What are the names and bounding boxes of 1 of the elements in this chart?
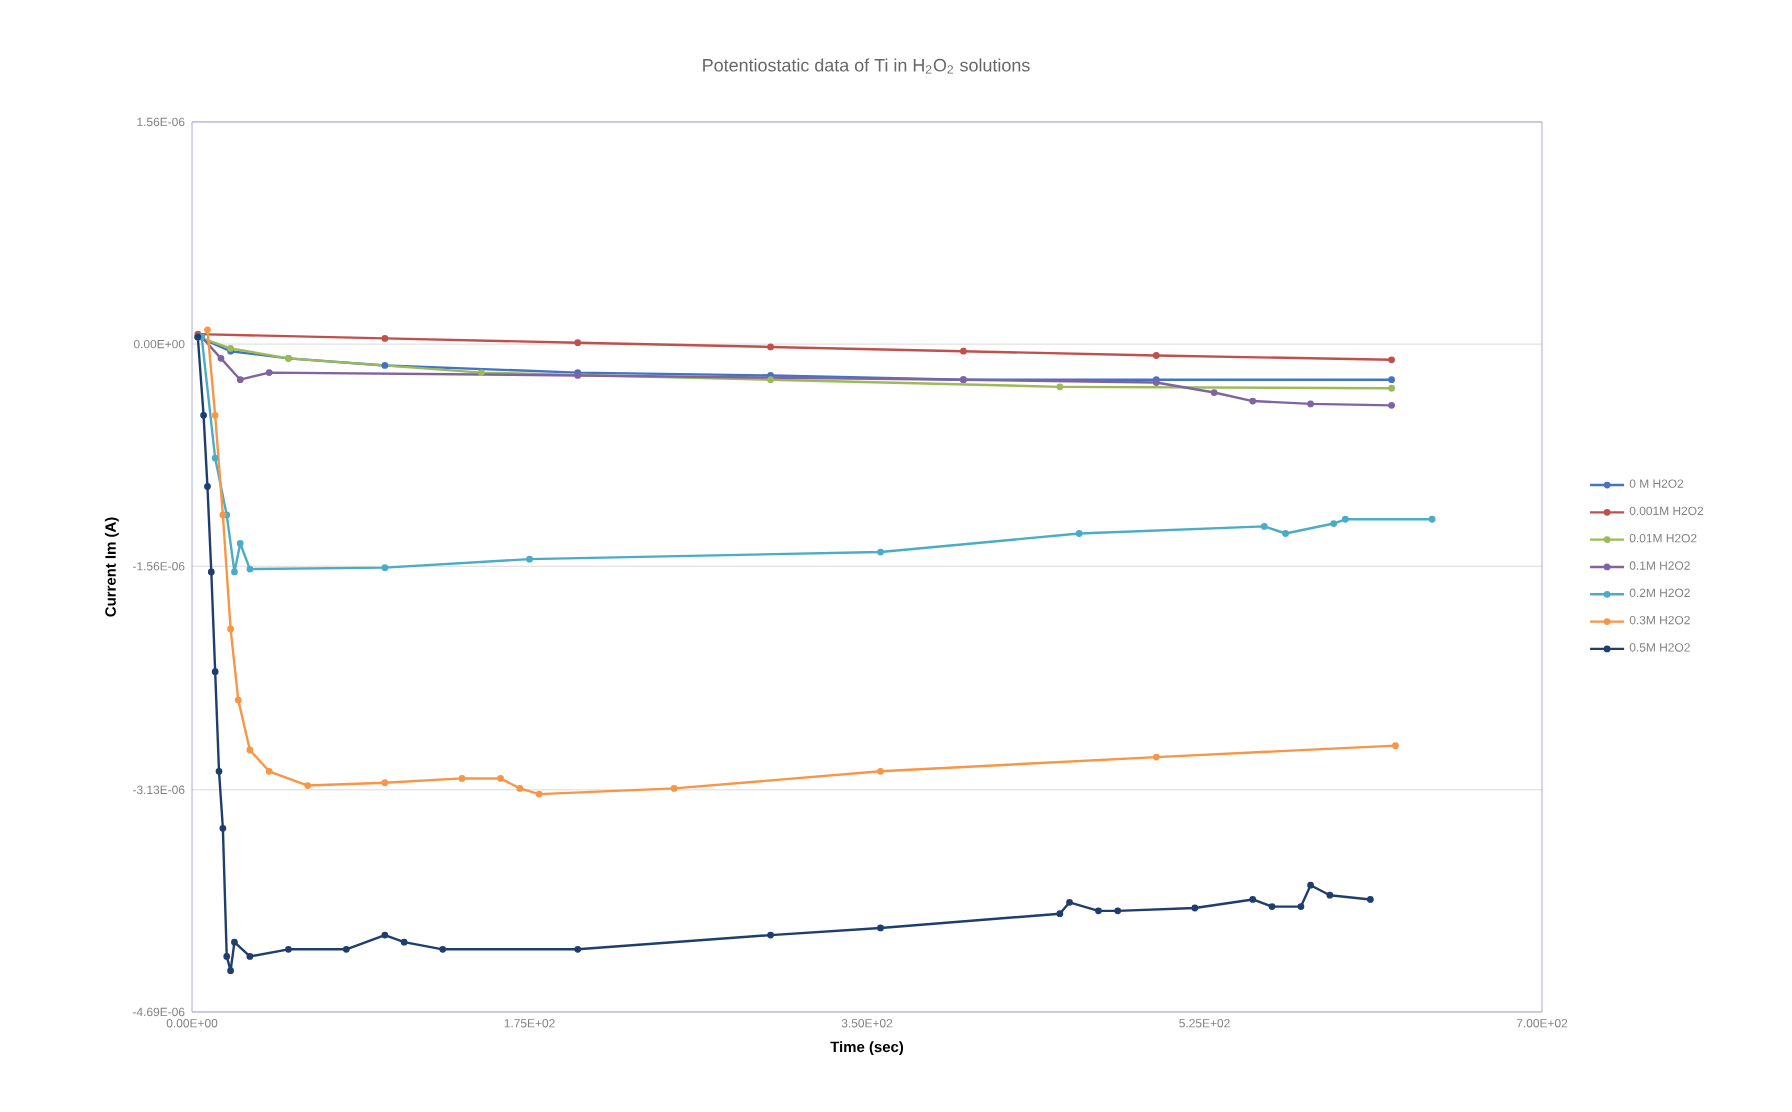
- chart-title: Potentiostatic data of Ti in H$_{2}$O$_{2}$ solutions: [703, 58, 1030, 74]
